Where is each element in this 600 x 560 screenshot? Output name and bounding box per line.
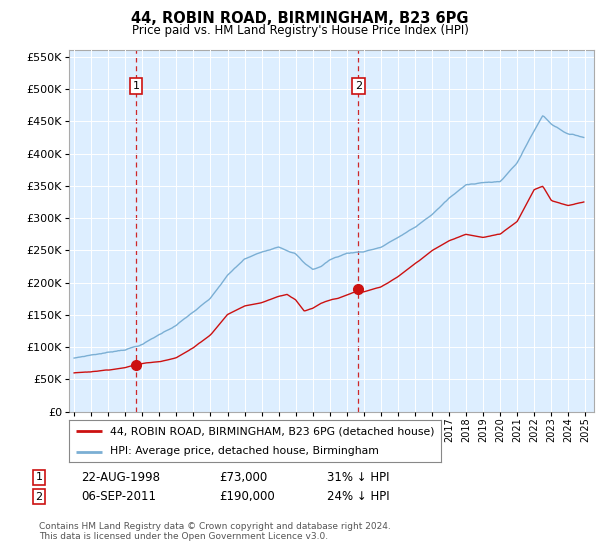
Text: 22-AUG-1998: 22-AUG-1998 [81,470,160,484]
Text: 24% ↓ HPI: 24% ↓ HPI [327,490,389,503]
Text: 1: 1 [35,472,43,482]
Text: 1: 1 [133,81,140,91]
Text: 31% ↓ HPI: 31% ↓ HPI [327,470,389,484]
Text: 2: 2 [355,81,362,91]
Text: Price paid vs. HM Land Registry's House Price Index (HPI): Price paid vs. HM Land Registry's House … [131,24,469,36]
Text: 2: 2 [35,492,43,502]
Text: Contains HM Land Registry data © Crown copyright and database right 2024.
This d: Contains HM Land Registry data © Crown c… [39,522,391,542]
Text: £73,000: £73,000 [219,470,267,484]
Text: 06-SEP-2011: 06-SEP-2011 [81,490,156,503]
Text: 44, ROBIN ROAD, BIRMINGHAM, B23 6PG (detached house): 44, ROBIN ROAD, BIRMINGHAM, B23 6PG (det… [110,426,434,436]
Text: £190,000: £190,000 [219,490,275,503]
Text: 44, ROBIN ROAD, BIRMINGHAM, B23 6PG: 44, ROBIN ROAD, BIRMINGHAM, B23 6PG [131,11,469,26]
Text: HPI: Average price, detached house, Birmingham: HPI: Average price, detached house, Birm… [110,446,379,456]
